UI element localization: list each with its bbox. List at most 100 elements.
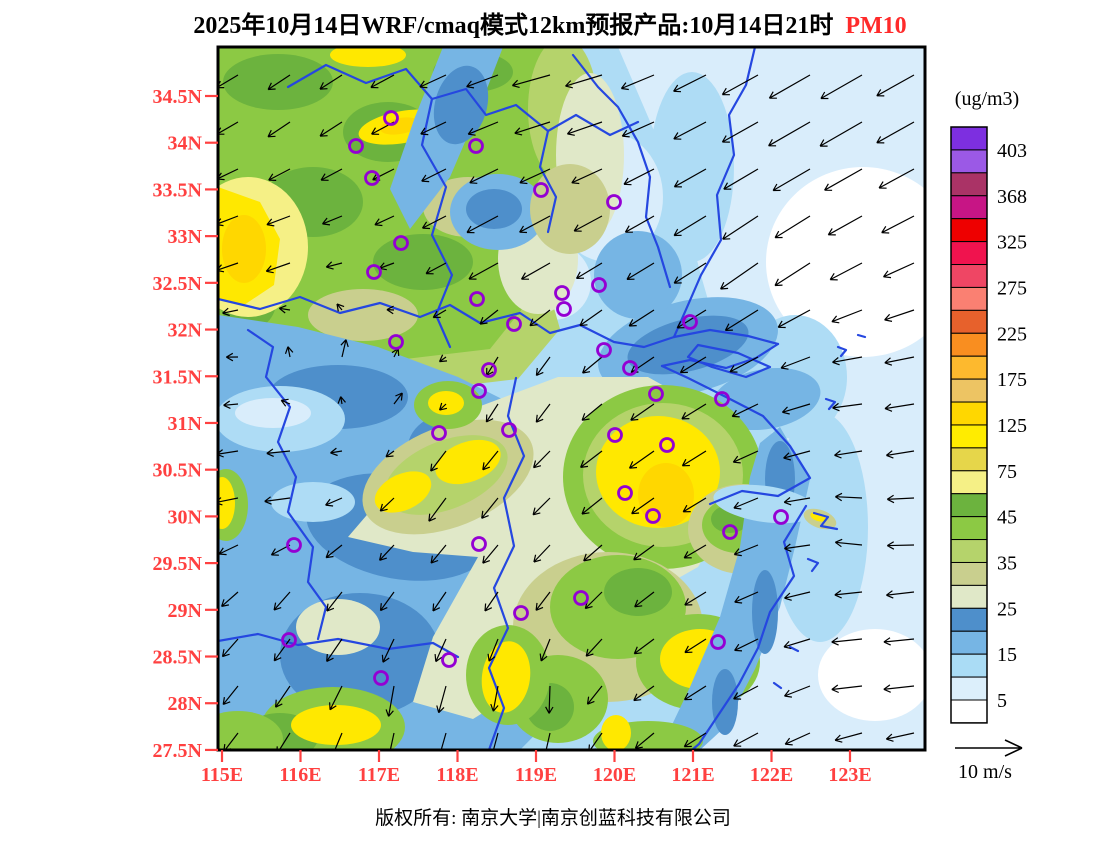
wind-arrow: [783, 497, 811, 506]
wind-arrow: [370, 74, 395, 89]
wind-arrow: [440, 732, 447, 750]
wind-arrow: [630, 403, 655, 421]
colorbar-label: 275: [997, 277, 1027, 299]
wind-arrow: [430, 544, 447, 564]
wind-arrow: [385, 685, 395, 717]
field-region: [296, 599, 380, 655]
colorbar-segment: [950, 355, 988, 380]
wind-arrow: [545, 685, 554, 714]
lon-tick-label: 118E: [436, 764, 478, 786]
station-marker: [533, 182, 549, 198]
wind-arrow: [566, 121, 603, 136]
station-marker: [506, 316, 522, 332]
wind-arrow: [482, 544, 499, 564]
wind-arrow: [883, 684, 915, 693]
wind-arrow: [319, 74, 343, 90]
province-boundary: [218, 632, 460, 659]
colorbar: 403 368 325 275 225 175 125 75 45 35 25 15 5: [950, 126, 1027, 724]
colorbar-segment: [950, 332, 988, 357]
station-marker: [348, 138, 364, 154]
wind-arrow: [468, 262, 499, 280]
wind-arrow: [330, 732, 343, 750]
province-boundary: [571, 53, 672, 289]
wind-arrow: [631, 497, 655, 515]
field-region: [235, 398, 311, 428]
wind-arrow: [322, 215, 343, 226]
wind-arrow: [768, 74, 811, 99]
wind-arrow: [784, 685, 811, 698]
wind-arrow: [284, 346, 294, 358]
station-marker: [366, 264, 382, 280]
field-region: [530, 164, 610, 254]
station-marker: [501, 422, 517, 438]
wind-arrow: [479, 309, 499, 325]
wind-arrow: [268, 168, 291, 181]
colorbar-frame: [950, 126, 988, 724]
station-marker: [591, 277, 607, 293]
wind-arrow: [273, 638, 291, 662]
station-marker: [556, 301, 572, 317]
lon-tick-label: 116E: [279, 764, 321, 786]
colorbar-segment: [950, 653, 988, 678]
lat-tick-label: 30.5N: [153, 460, 203, 482]
lat-tick-label: 27.5N: [153, 740, 203, 762]
wind-arrow: [834, 538, 863, 548]
wind-arrow: [729, 356, 759, 373]
wind-arrow: [573, 215, 603, 232]
wind-arrow: [535, 403, 551, 423]
wind-arrow: [223, 400, 239, 409]
wind-arrow: [734, 638, 759, 652]
wind-arrow: [624, 215, 655, 233]
station-marker: [607, 427, 623, 443]
colorbar-segment: [950, 447, 988, 472]
wind-arrow: [278, 305, 291, 314]
station-marker: [773, 509, 789, 525]
colorbar-segment: [950, 630, 988, 655]
wind-arrow: [469, 168, 499, 184]
wind-arrow: [634, 591, 655, 608]
field-region: [373, 234, 473, 290]
field-region: [308, 289, 418, 341]
wind-arrow: [519, 215, 551, 234]
colorbar-segment: [950, 516, 988, 541]
station-marker: [468, 138, 484, 154]
wind-arrow: [485, 403, 499, 423]
station-marker: [722, 524, 738, 540]
field-region: [218, 711, 283, 750]
wind-arrow: [827, 215, 863, 236]
station-marker: [471, 383, 487, 399]
wind-arrow: [273, 591, 291, 611]
wind-arrow: [673, 215, 707, 237]
station-marker: [682, 314, 698, 330]
colorbar-segment: [950, 309, 988, 334]
province-boundary: [218, 295, 676, 349]
wind-arrow: [820, 74, 863, 100]
colorbar-label: 35: [997, 552, 1017, 574]
station-marker: [441, 652, 457, 668]
colorbar-label: 45: [997, 507, 1017, 529]
wind-arrow: [489, 732, 499, 750]
wind-arrow: [432, 309, 447, 319]
colorbar-segment: [950, 218, 988, 243]
wind-arrow: [379, 544, 395, 561]
wind-arrow: [379, 497, 395, 512]
wind-arrow: [276, 732, 291, 750]
province-boundary: [286, 63, 640, 137]
wind-arrow: [831, 309, 863, 324]
wind-arrow: [734, 591, 759, 604]
colorbar-segment: [950, 286, 988, 311]
wind-arrow: [519, 168, 551, 185]
colorbar-segment: [950, 493, 988, 518]
wind-arrow: [325, 497, 343, 507]
wind-arrow: [626, 262, 655, 280]
wind-arrow: [432, 591, 447, 612]
station-marker: [659, 437, 675, 453]
wind-reference-legend: 10 m/s: [955, 739, 1023, 783]
wind-arrow: [884, 356, 915, 366]
province-boundary: [672, 47, 757, 339]
wind-arrow: [511, 74, 551, 88]
station-marker: [471, 536, 487, 552]
wind-arrow: [885, 732, 915, 742]
wind-arrow: [221, 638, 239, 658]
